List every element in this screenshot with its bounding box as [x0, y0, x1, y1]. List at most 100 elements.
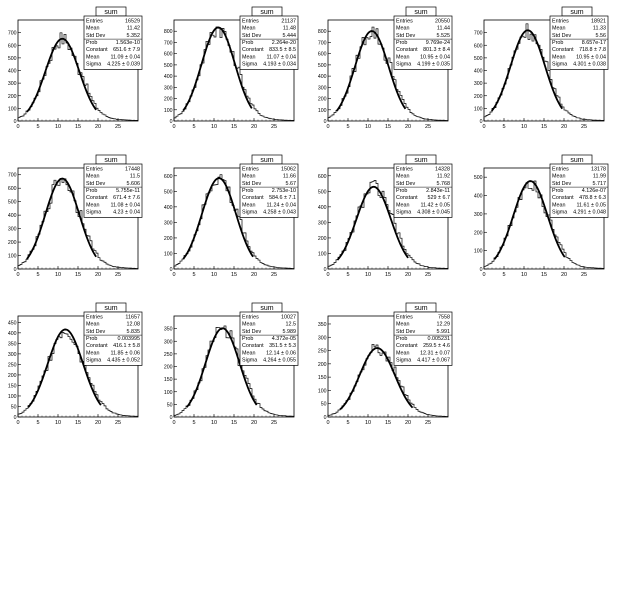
stat-label: Mean	[552, 54, 566, 60]
y-tick-label: 0	[480, 119, 483, 125]
x-tick-label: 5	[192, 124, 195, 130]
y-tick-label: 300	[474, 81, 483, 87]
stat-value: 9.769e-24	[426, 40, 450, 46]
y-tick-label: 300	[474, 212, 483, 218]
x-tick-label: 20	[405, 420, 411, 426]
stat-label: Std Dev	[86, 329, 105, 335]
stat-label: Mean	[396, 350, 410, 356]
histogram-svg: 0 5 10 15 20 25050100150200250300350sumEntrie…	[164, 302, 299, 426]
stat-value: 478.8 ± 6.3	[579, 195, 606, 201]
histogram-title: sum	[104, 305, 117, 312]
stat-label: Std Dev	[242, 33, 261, 39]
x-tick-label: 0	[172, 272, 175, 278]
x-tick-label: 5	[36, 272, 39, 278]
x-tick-label: 25	[115, 272, 121, 278]
stat-label: Constant	[396, 47, 418, 53]
x-tick-label: 25	[581, 124, 587, 130]
stats-box-frame	[549, 15, 609, 70]
stat-label: Constant	[242, 195, 264, 201]
stat-value: 0.003995	[118, 336, 140, 342]
y-tick-label: 700	[318, 40, 327, 46]
stat-label: Mean	[86, 54, 100, 60]
y-tick-label: 500	[474, 175, 483, 181]
x-tick-label: 10	[211, 124, 217, 130]
histogram-title: sum	[104, 9, 117, 16]
y-tick-label: 400	[8, 213, 17, 219]
stat-value: 11.92	[437, 174, 450, 180]
stat-value: 7558	[438, 314, 450, 320]
stat-value: 2.264e-20	[272, 40, 296, 46]
stats-box: Entries 15062 Mean 11.66 Std Dev 5.67 Prob 2.75…	[239, 163, 299, 218]
stat-value: 12.08	[127, 322, 141, 328]
stat-value: 0.005231	[428, 336, 450, 342]
y-tick-label: 500	[8, 200, 17, 206]
histogram-panel-5: 0 5 10 15 20 25 0 100 200 300 400 500 600 700 sum Entri…	[4, 152, 144, 282]
x-tick-label: 25	[425, 124, 431, 130]
stat-label: Std Dev	[242, 329, 261, 335]
stat-label: Entries	[396, 166, 413, 172]
x-tick-label: 0	[172, 420, 175, 426]
y-tick-label: 0	[324, 267, 327, 273]
x-tick-label: 5	[346, 272, 349, 278]
stat-value: 11.09 ± 0.04	[110, 54, 140, 60]
stat-label: Entries	[242, 166, 259, 172]
stats-box: Entries 16529 Mean 11.42 Std Dev 5.352 Prob 1.5…	[83, 15, 143, 70]
stat-value: 4.291 ± 0.048	[573, 210, 606, 216]
y-tick-label: 400	[8, 331, 17, 337]
y-tick-label: 300	[164, 85, 173, 91]
stat-value: 11.24 ± 0.04	[266, 202, 296, 208]
stat-label: Std Dev	[552, 33, 571, 39]
stats-box: Entries 10027 Mean 12.5 Std Dev 5.989 Prob 4.37…	[239, 311, 299, 366]
x-tick-label: 0	[16, 124, 19, 130]
stat-value: 11.42	[127, 26, 140, 32]
x-tick-label: 15	[75, 124, 81, 130]
y-tick-label: 300	[8, 81, 17, 87]
y-tick-label: 600	[164, 52, 173, 58]
y-tick-label: 600	[8, 186, 17, 192]
x-tick-label: 5	[192, 420, 195, 426]
y-tick-label: 100	[474, 106, 483, 112]
y-tick-label: 600	[474, 43, 483, 49]
stat-label: Mean	[552, 202, 566, 208]
stat-value: 671.4 ± 7.6	[113, 195, 140, 201]
histogram-steps	[173, 325, 294, 417]
y-tick-label: 500	[164, 63, 173, 69]
stat-value: 5.606	[127, 181, 141, 187]
y-tick-label: 500	[164, 189, 173, 195]
histogram-title: sum	[414, 157, 427, 164]
y-tick-label: 400	[8, 69, 17, 75]
stat-value: 8.657e-17	[582, 40, 606, 46]
stat-value: 2.843e-11	[426, 188, 450, 194]
stat-value: 11.33	[593, 26, 606, 32]
stat-value: 801.3 ± 8.4	[423, 47, 450, 53]
stat-label: Mean	[86, 26, 100, 32]
stat-label: Entries	[396, 314, 413, 320]
gaussian-fit-curve	[27, 328, 102, 408]
y-tick-label: 600	[318, 52, 327, 58]
y-tick-label: 800	[318, 29, 327, 35]
x-tick-label: 25	[425, 272, 431, 278]
x-tick-label: 10	[365, 272, 371, 278]
y-tick-label: 500	[474, 56, 483, 62]
stat-label: Std Dev	[396, 33, 415, 39]
stats-box-frame	[393, 311, 453, 366]
stat-value: 4.225 ± 0.039	[107, 62, 140, 68]
stat-value: 20550	[435, 18, 450, 24]
x-tick-label: 0	[482, 124, 485, 130]
x-tick-label: 15	[75, 420, 81, 426]
stat-value: 4.417 ± 0.067	[417, 358, 450, 364]
histogram-svg: 0 5 10 15 20 25 0 100 200 300 400 500 600 700 sumEntri…	[474, 6, 609, 130]
gaussian-fit-curve	[335, 30, 407, 112]
histogram-panel-10: 0 5 10 15 20 25 0 50 100 150 200 250 300 350 sum Entrie…	[160, 300, 300, 430]
x-tick-label: 15	[385, 124, 391, 130]
stat-value: 529 ± 6.7	[428, 195, 450, 201]
y-tick-label: 400	[164, 74, 173, 80]
x-tick-label: 10	[211, 420, 217, 426]
stat-label: Entries	[396, 18, 413, 24]
stats-box-frame	[239, 311, 299, 366]
stat-value: 5.755e-11	[116, 188, 140, 194]
stats-box-frame	[83, 163, 143, 218]
stat-label: Sigma	[396, 62, 411, 68]
histogram-panel-4: 0 5 10 15 20 25 0 100 200 300 400 500 600 700 sum Entri…	[470, 4, 610, 134]
gaussian-fit-curve	[182, 177, 254, 260]
